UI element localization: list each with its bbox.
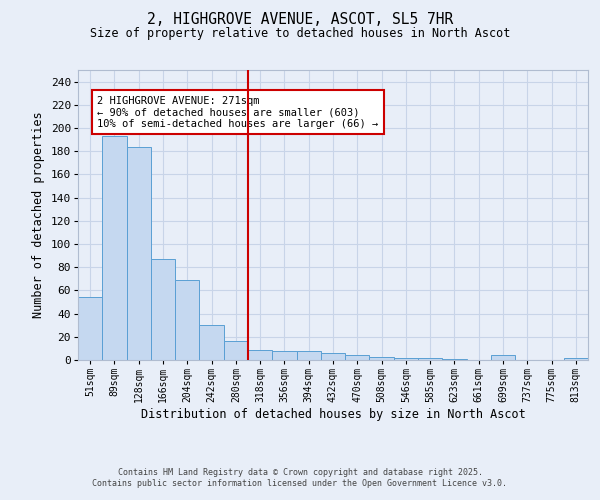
Y-axis label: Number of detached properties: Number of detached properties <box>32 112 45 318</box>
Text: 2 HIGHGROVE AVENUE: 271sqm
← 90% of detached houses are smaller (603)
10% of sem: 2 HIGHGROVE AVENUE: 271sqm ← 90% of deta… <box>97 96 379 128</box>
X-axis label: Distribution of detached houses by size in North Ascot: Distribution of detached houses by size … <box>140 408 526 421</box>
Bar <box>272 350 296 360</box>
Bar <box>248 350 272 360</box>
Bar <box>394 358 418 360</box>
Bar <box>345 356 370 360</box>
Text: 2, HIGHGROVE AVENUE, ASCOT, SL5 7HR: 2, HIGHGROVE AVENUE, ASCOT, SL5 7HR <box>147 12 453 28</box>
Bar <box>564 358 588 360</box>
Bar <box>151 259 175 360</box>
Bar <box>370 356 394 360</box>
Bar <box>491 356 515 360</box>
Bar <box>127 146 151 360</box>
Text: Contains HM Land Registry data © Crown copyright and database right 2025.
Contai: Contains HM Land Registry data © Crown c… <box>92 468 508 487</box>
Bar <box>321 353 345 360</box>
Bar <box>224 342 248 360</box>
Text: Size of property relative to detached houses in North Ascot: Size of property relative to detached ho… <box>90 28 510 40</box>
Bar <box>102 136 127 360</box>
Bar <box>175 280 199 360</box>
Bar <box>418 358 442 360</box>
Bar <box>442 359 467 360</box>
Bar <box>296 350 321 360</box>
Bar <box>78 298 102 360</box>
Bar <box>199 325 224 360</box>
